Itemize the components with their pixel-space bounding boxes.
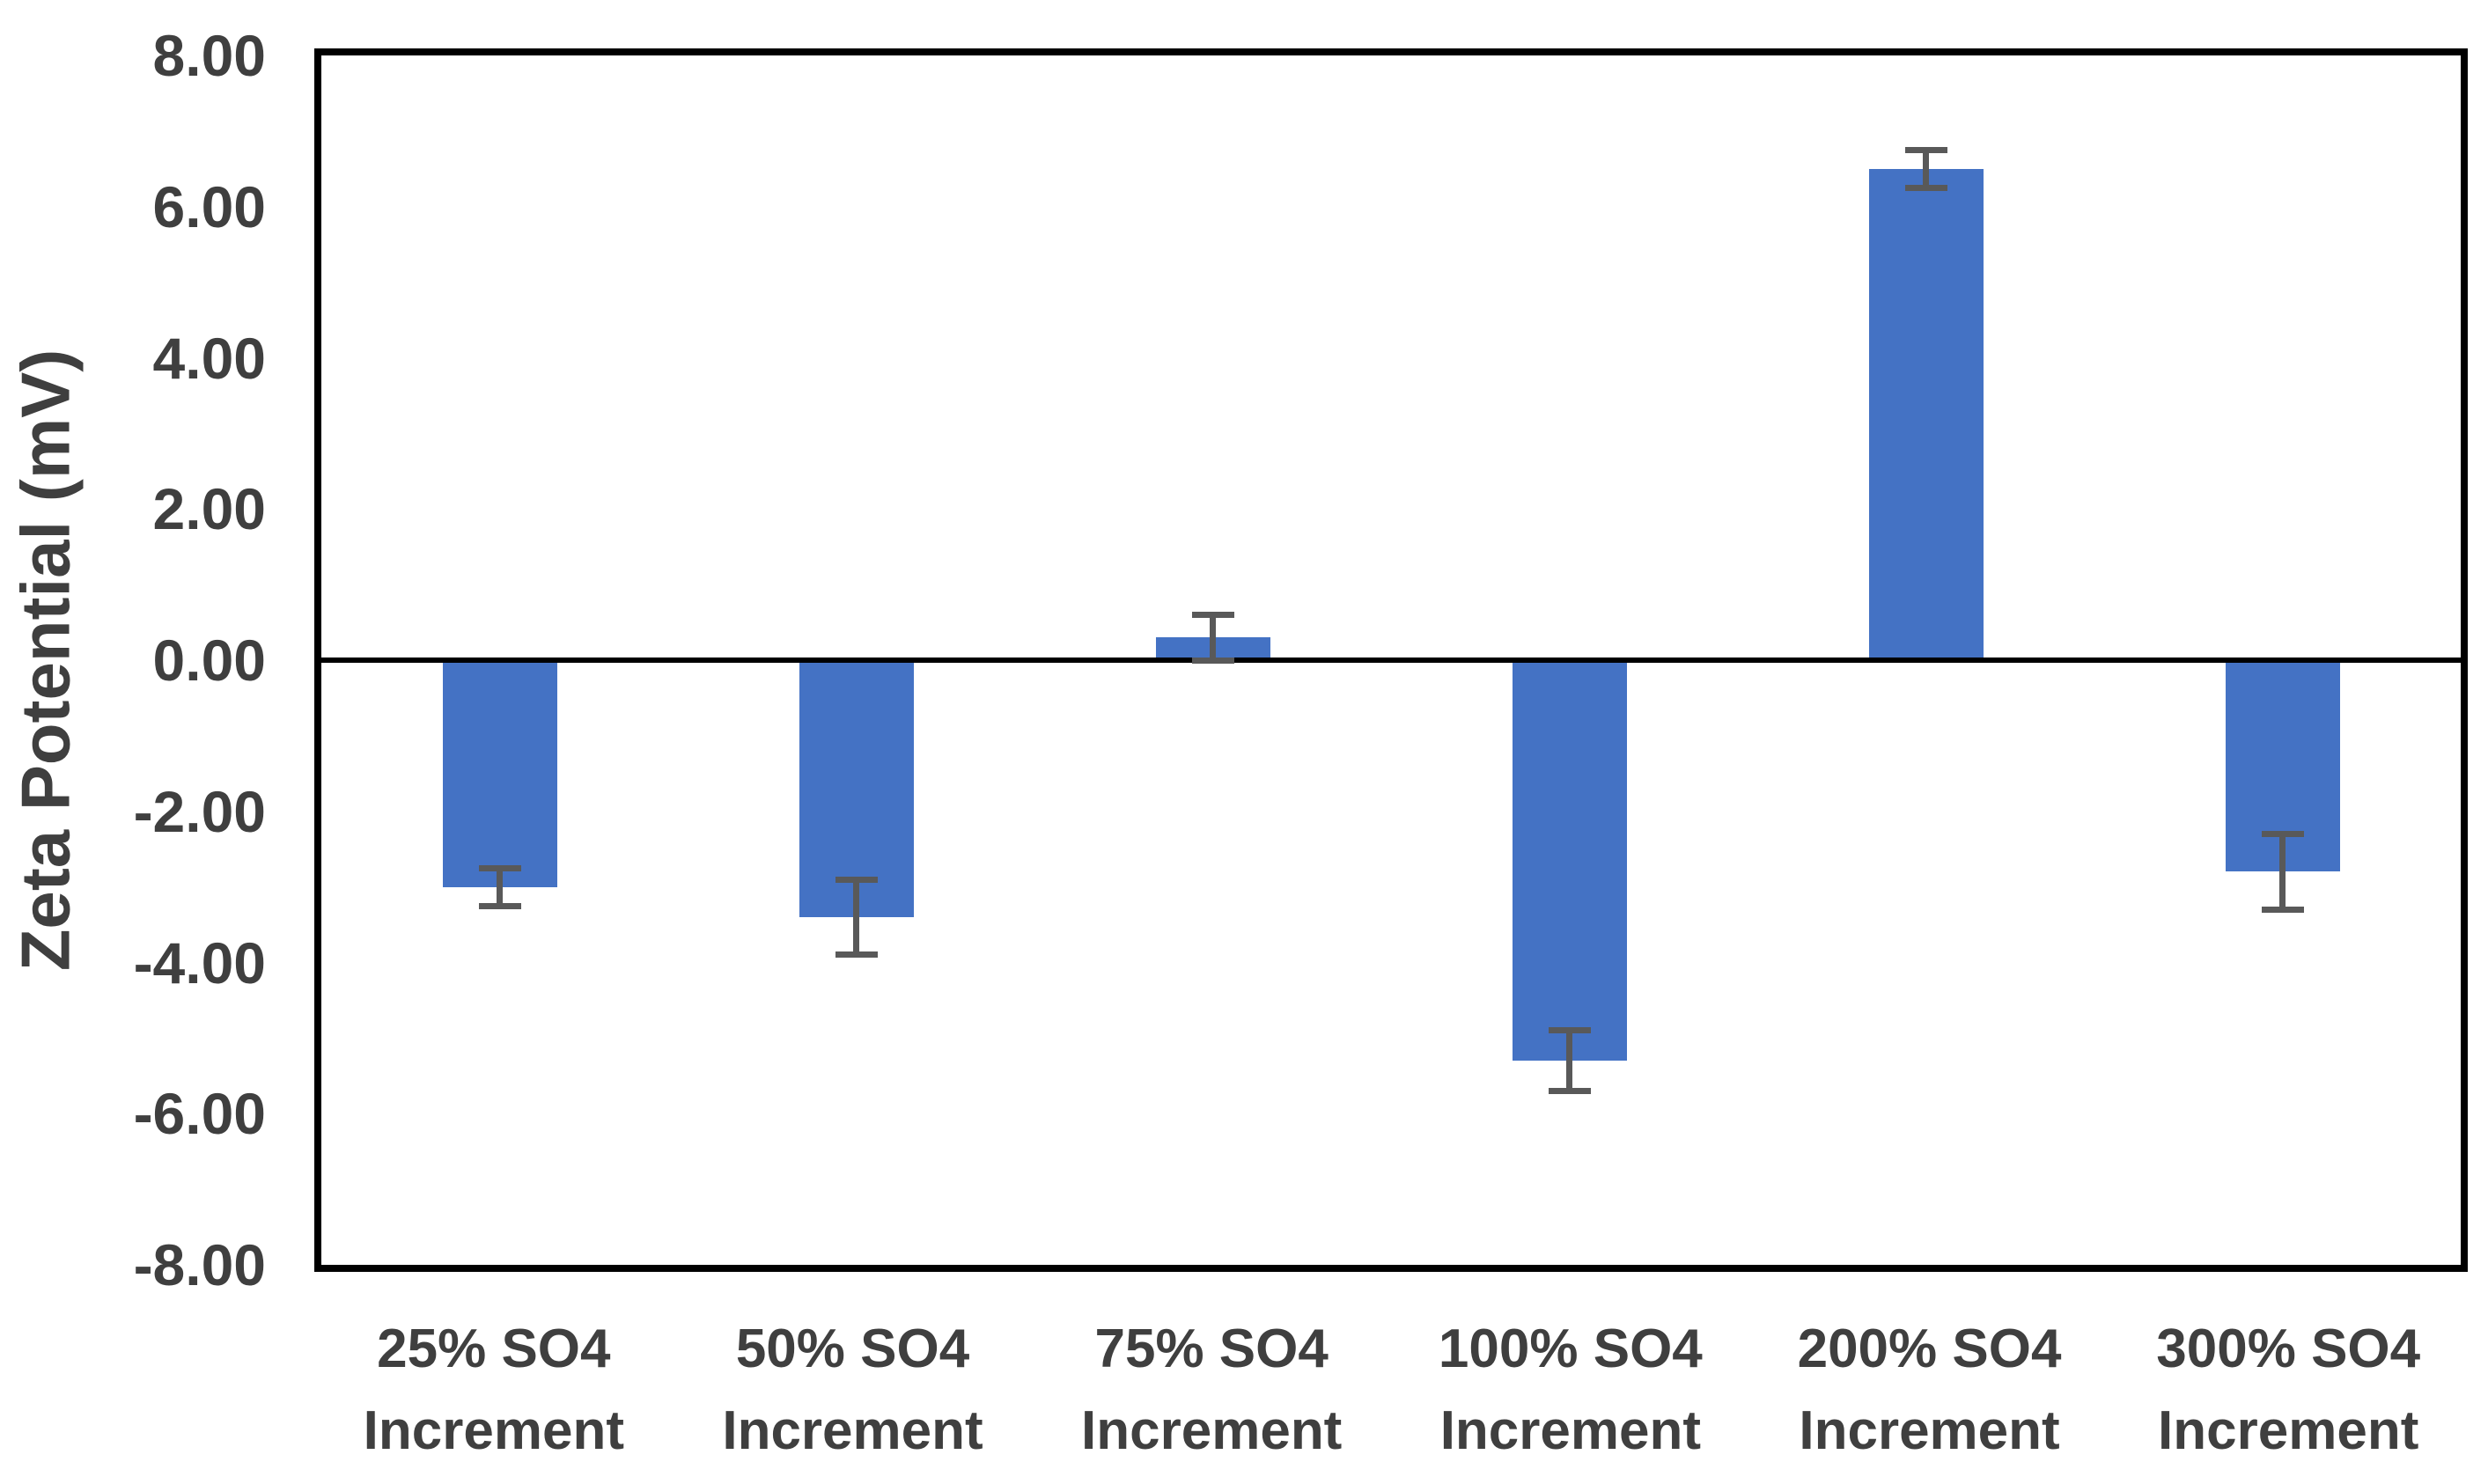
x-category-label: 50% SO4 Increment: [722, 1319, 983, 1461]
x-category-label: 200% SO4 Increment: [1797, 1319, 2062, 1461]
y-tick-label: 2.00: [152, 476, 266, 542]
error-bar-cap: [835, 951, 878, 959]
error-bar-whisker: [853, 879, 859, 955]
bar: [442, 660, 557, 887]
x-category-label: 75% SO4 Increment: [1081, 1319, 1343, 1461]
y-tick-label: -4.00: [133, 929, 266, 995]
y-tick-label: -6.00: [133, 1081, 266, 1147]
bar: [799, 660, 914, 917]
error-bar-whisker: [497, 868, 503, 907]
error-bar-cap: [2261, 831, 2304, 837]
error-bar-cap: [478, 902, 521, 909]
error-bar-cap: [1191, 657, 1234, 664]
bar: [1512, 660, 1627, 1062]
error-bar-whisker: [1566, 1030, 1572, 1091]
bar: [1868, 168, 1984, 660]
plot-area: [314, 48, 2468, 1272]
zero-axis-line: [321, 658, 2461, 663]
x-category-label: 100% SO4 Increment: [1438, 1319, 1703, 1461]
error-bar-whisker: [1923, 150, 1929, 188]
error-bar-cap: [1548, 1027, 1591, 1034]
x-axis-labels: 25% SO4 Increment 50% SO4 Increment 75% SO…: [314, 1308, 2468, 1472]
error-bar-cap: [2261, 906, 2304, 913]
error-bar-cap: [835, 876, 878, 883]
y-tick-label: 4.00: [152, 325, 266, 391]
error-bar-whisker: [1210, 614, 1216, 660]
y-tick-label: 8.00: [152, 23, 266, 88]
error-bar-cap: [478, 864, 521, 871]
error-bar-cap: [1191, 611, 1234, 618]
error-bar-cap: [1904, 184, 1947, 191]
error-bar-whisker: [2279, 834, 2286, 910]
y-axis-tick-labels: 8.00 6.00 4.00 2.00 0.00 -2.00 -4.00 -6.00 -8.00: [0, 23, 266, 1297]
x-category-label: 300% SO4 Increment: [2156, 1319, 2421, 1461]
y-tick-label: 6.00: [152, 173, 266, 239]
error-bar-cap: [1548, 1087, 1591, 1094]
y-tick-label: -8.00: [133, 1232, 266, 1297]
error-bar-cap: [1904, 146, 1947, 153]
y-tick-label: -2.00: [133, 778, 266, 844]
x-category-label: 25% SO4 Increment: [363, 1319, 624, 1461]
y-tick-label: 0.00: [152, 628, 266, 693]
